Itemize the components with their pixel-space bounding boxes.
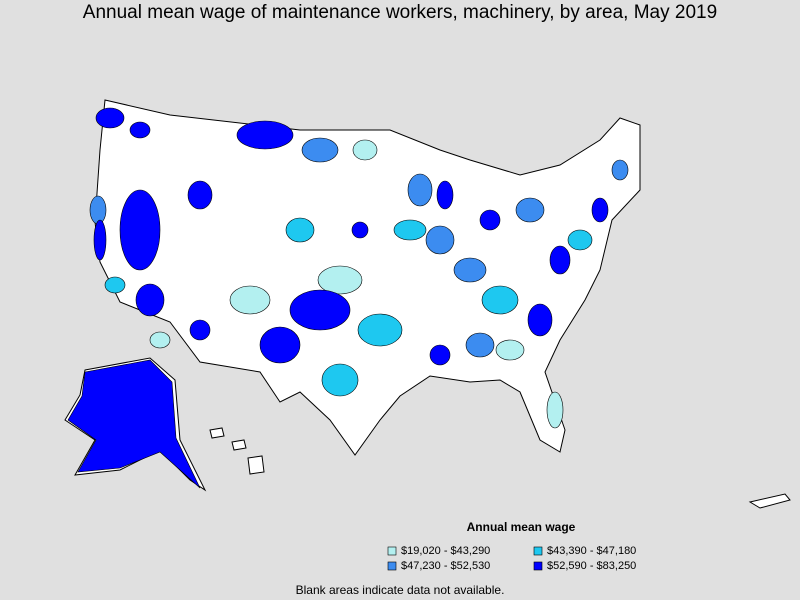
area-region (527, 303, 553, 337)
area-region (259, 326, 301, 364)
legend-swatch (533, 561, 543, 571)
legend-label: $47,230 - $52,530 (401, 560, 490, 572)
legend-swatch (387, 546, 397, 556)
area-region (95, 107, 125, 129)
area-region (352, 139, 378, 161)
area-region (393, 219, 427, 241)
area-region (436, 180, 454, 210)
area-region (149, 331, 171, 349)
area-region (229, 285, 271, 315)
legend: $19,020 - $43,290 $43,390 - $47,180 $47,23… (387, 545, 636, 572)
area-region (321, 363, 359, 397)
area-region (546, 391, 564, 429)
area-region (357, 313, 403, 347)
area-region (567, 229, 593, 251)
area-region (135, 283, 165, 317)
area-region (89, 195, 107, 225)
legend-label: $19,020 - $43,290 (401, 545, 490, 557)
area-region (515, 197, 545, 223)
contiguous-us (94, 99, 641, 456)
map-title: Annual mean wage of maintenance workers,… (83, 2, 717, 23)
legend-label: $43,390 - $47,180 (547, 545, 636, 557)
area-region (479, 209, 501, 231)
footnote: Blank areas indicate data not available. (296, 583, 505, 597)
area-region (549, 245, 571, 275)
area-region (93, 219, 107, 261)
area-region (495, 339, 525, 361)
area-region (189, 319, 211, 341)
area-region (67, 359, 201, 489)
us-map (64, 99, 791, 509)
area-region (289, 289, 351, 331)
legend-title: Annual mean wage (467, 520, 576, 534)
area-region (351, 221, 369, 239)
area-region (317, 265, 363, 295)
area-region (187, 180, 213, 210)
legend-swatch (533, 546, 543, 556)
legend-swatch (387, 561, 397, 571)
area-region (453, 257, 487, 283)
area-region (236, 120, 294, 150)
area-region (301, 137, 339, 163)
area-region (591, 197, 609, 223)
legend-label: $52,590 - $83,250 (547, 560, 636, 572)
area-region (611, 159, 629, 181)
puerto-rico (748, 493, 791, 509)
area-region (119, 189, 161, 271)
area-region (465, 332, 495, 358)
hawaii (209, 427, 265, 475)
area-region (481, 285, 519, 315)
area-region (407, 173, 433, 207)
area-region (425, 225, 455, 255)
area-region (104, 276, 126, 294)
area-region (129, 121, 151, 139)
area-region (429, 344, 451, 366)
area-region (285, 217, 315, 243)
